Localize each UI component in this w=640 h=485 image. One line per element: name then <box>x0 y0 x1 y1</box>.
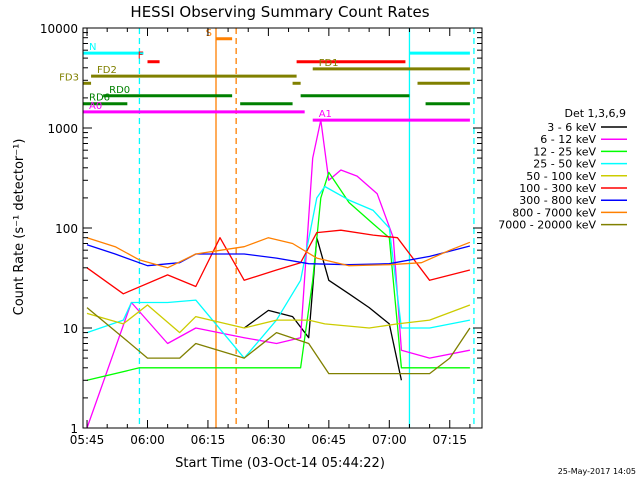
axes: 05:45 06:00 06:15 06:30 06:45 07:00 07:15 1 10 10… <box>40 22 482 447</box>
series-line-6 <box>86 229 471 295</box>
flag-label-rd6: RD6 <box>89 93 110 104</box>
series-line-3 <box>86 171 470 381</box>
legend-label-9: 7000 - 20000 keV <box>498 219 596 232</box>
y-tick-label-5: 10000 <box>40 22 78 36</box>
y-tick-label-2: 10 <box>63 322 78 336</box>
flag-label-n: N <box>89 42 96 53</box>
y-tick-label-3: 100 <box>55 222 78 236</box>
y-axis-label: Count Rate (s⁻¹ detector⁻¹) <box>12 139 27 316</box>
series-line-7 <box>86 244 471 267</box>
series-line-5 <box>86 304 471 334</box>
flag-label-fd3: FD3 <box>59 72 79 83</box>
y-tick-label-4: 1000 <box>47 122 78 136</box>
legend-label-2: 6 - 12 keV <box>540 133 596 146</box>
flag-label-rd0: RD0 <box>109 85 130 96</box>
legend-label-4: 25 - 50 keV <box>533 158 596 171</box>
x-tick-label-2: 06:00 <box>130 433 165 447</box>
series-line-4 <box>86 185 471 359</box>
flag-label-fd1: FD1 <box>319 58 339 69</box>
x-tick-label-4: 06:30 <box>251 433 286 447</box>
x-axis-label: Start Time (03-Oct-14 05:44:22) <box>175 456 385 471</box>
flag-label-fd2: FD2 <box>97 65 117 76</box>
flag-label-s: S <box>206 28 212 39</box>
legend-label-6: 100 - 300 keV <box>519 182 596 195</box>
x-tick-label-1: 05:45 <box>70 433 105 447</box>
x-tick-label-3: 06:15 <box>191 433 226 447</box>
legend-label-1: 3 - 6 keV <box>547 121 596 134</box>
series-line-9 <box>86 307 471 375</box>
x-tick-label-7: 07:15 <box>432 433 467 447</box>
legend-label-3: 12 - 25 keV <box>533 145 596 158</box>
x-tick-label-6: 07:00 <box>372 433 407 447</box>
x-tick-label-5: 06:45 <box>312 433 347 447</box>
legend-label-8: 800 - 7000 keV <box>512 206 596 219</box>
series-line-2 <box>86 119 471 429</box>
flag-label-f: F <box>138 51 144 62</box>
series-line-8 <box>86 237 471 269</box>
flag-label-a1: A1 <box>319 109 332 120</box>
flag-label-a0: A0 <box>89 101 102 112</box>
legend-title: Det 1,3,6,9 <box>564 107 626 120</box>
footer-timestamp: 25-May-2017 14:05 <box>558 467 636 476</box>
y-tick-label-1: 1 <box>70 422 78 436</box>
chart-title: HESSI Observing Summary Count Rates <box>130 3 429 21</box>
legend-label-5: 50 - 100 keV <box>526 170 596 183</box>
legend-label-7: 300 - 800 keV <box>519 194 596 207</box>
